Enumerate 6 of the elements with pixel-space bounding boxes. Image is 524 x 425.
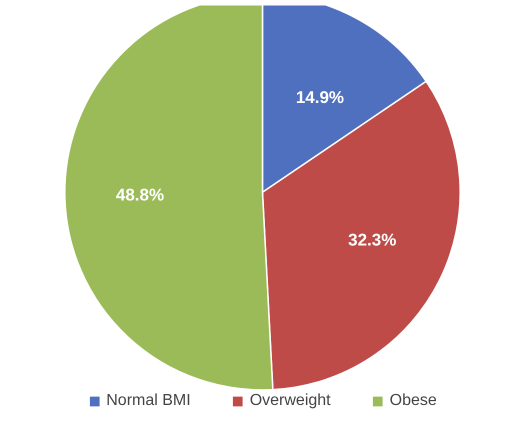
legend-label: Overweight (250, 392, 331, 410)
legend-label: Normal BMI (106, 392, 191, 410)
data-label: 14.9% (296, 88, 344, 108)
data-label: 48.8% (116, 186, 164, 205)
data-label: 32.3% (348, 230, 396, 250)
legend-label: Obese (390, 392, 437, 410)
